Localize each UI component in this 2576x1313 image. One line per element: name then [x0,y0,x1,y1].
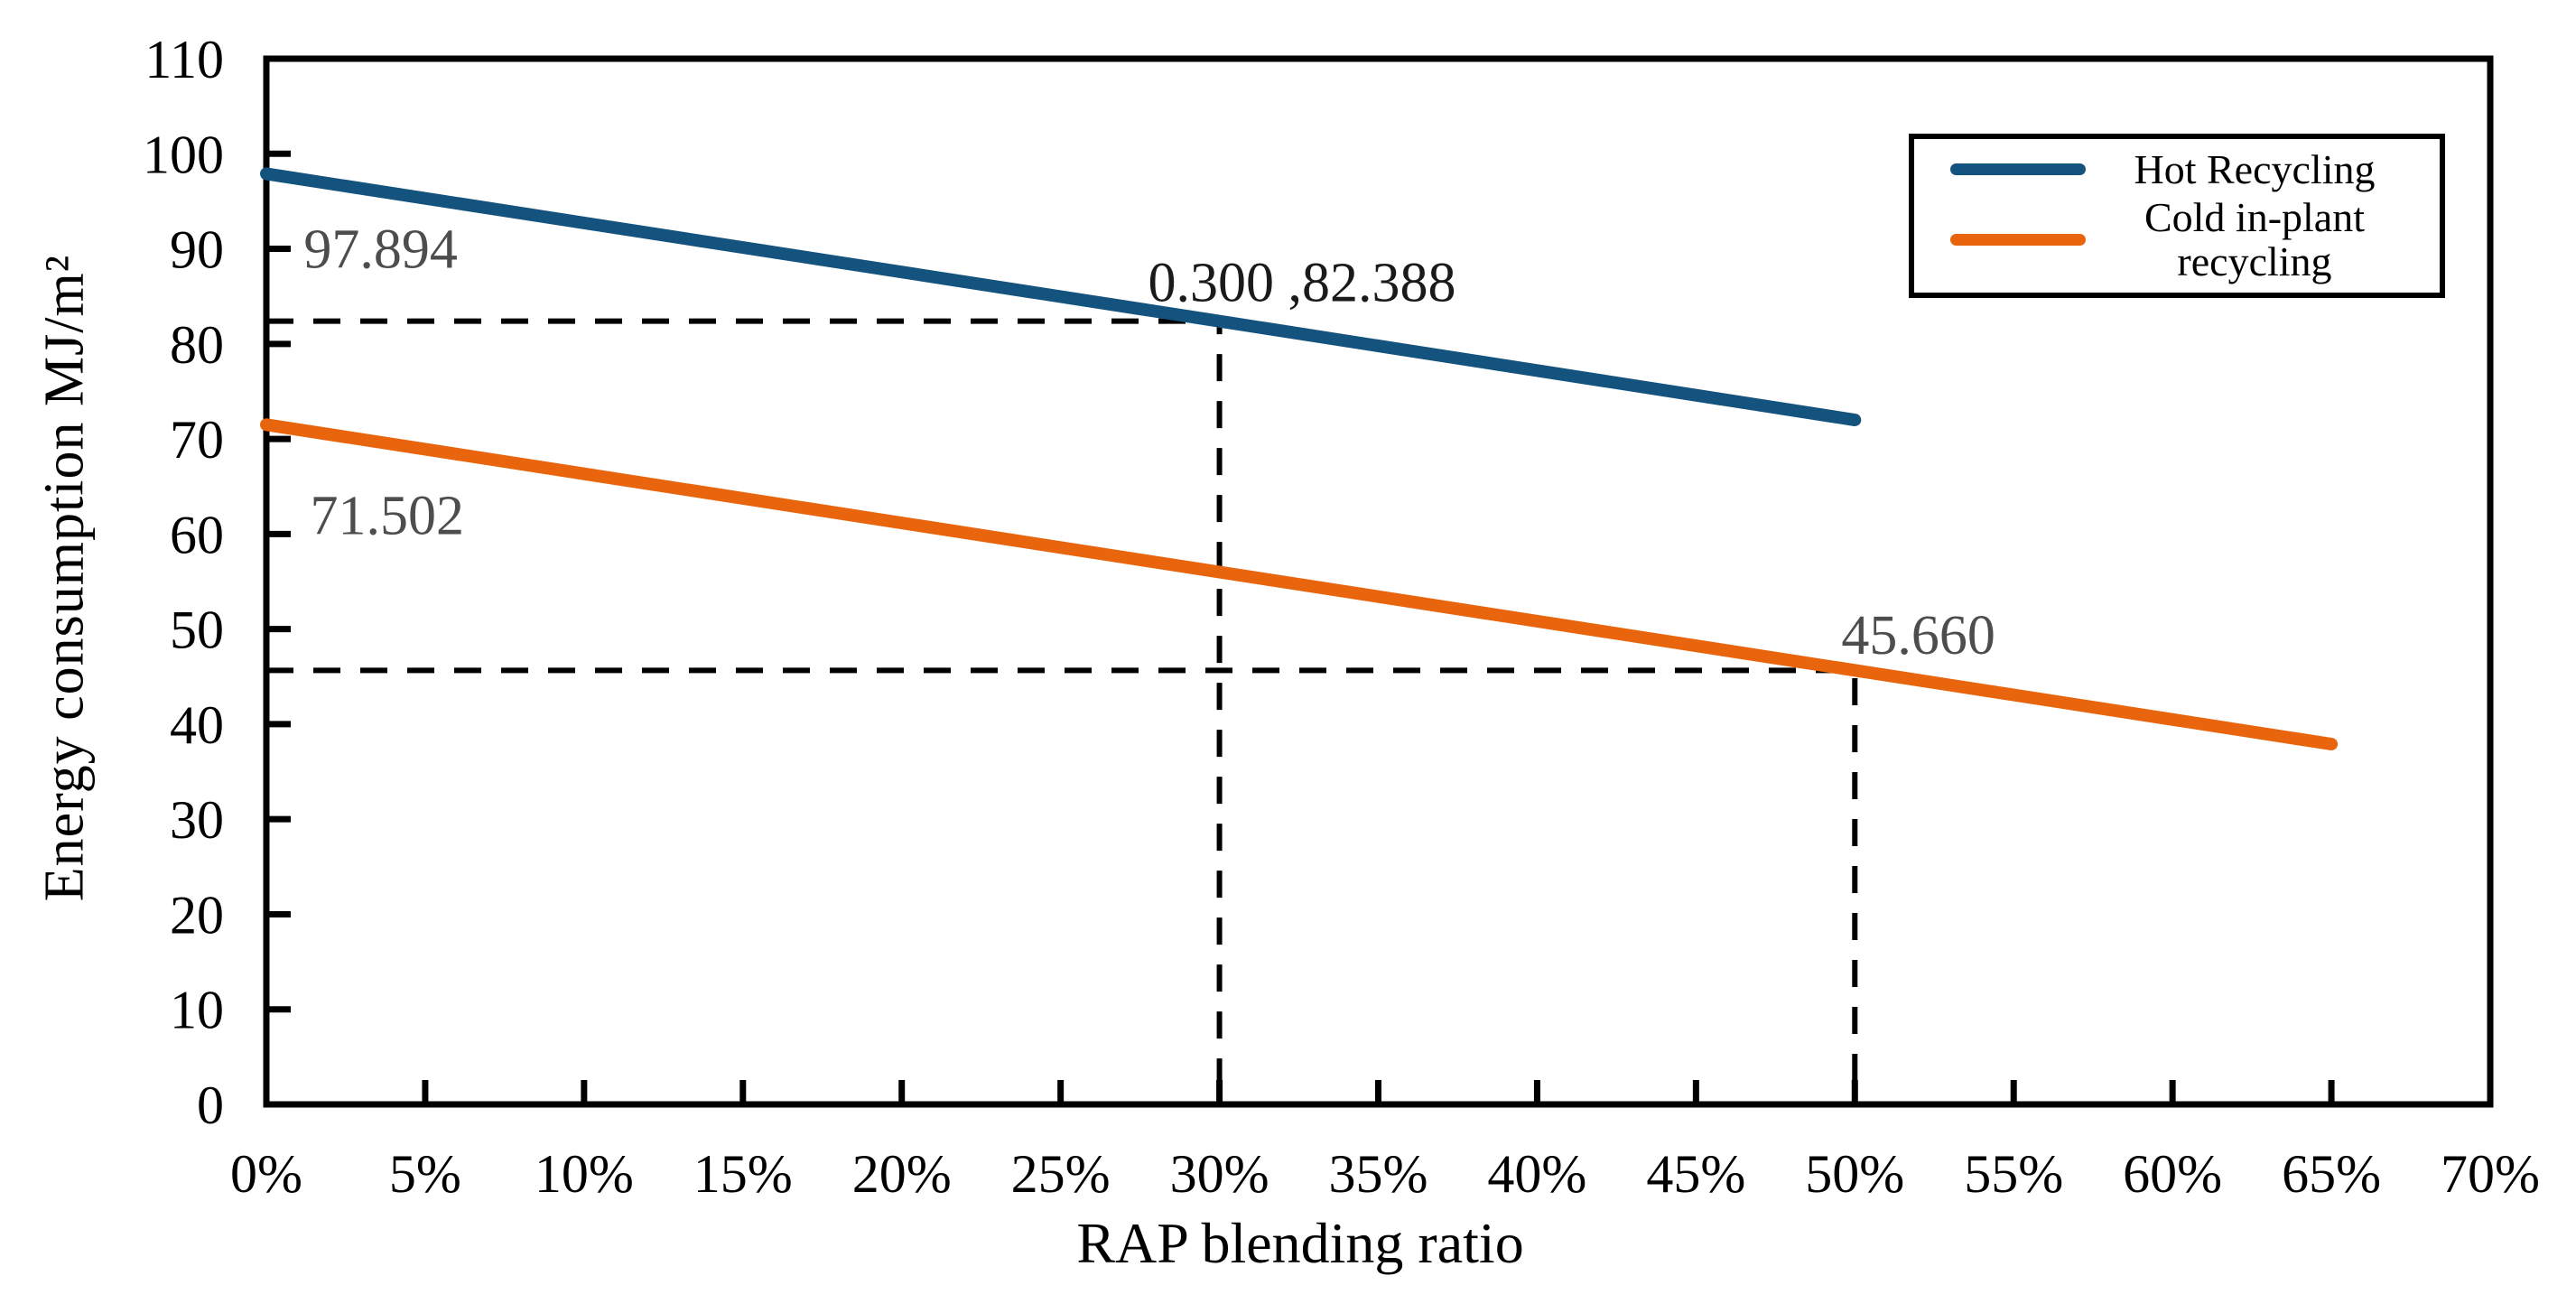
legend: Hot Recycling Cold in-plant recycling [1909,134,2445,298]
y-tick-label: 0 [197,1076,224,1135]
legend-label-hot-recycling: Hot Recycling [2134,145,2376,192]
x-tick-label: 20% [852,1144,952,1204]
cold-in-plant-recycling-line [260,418,2339,751]
y-axis-title: Energy consumption MJ/m² [33,254,96,902]
y-tick-label: 100 [143,125,224,184]
hot-recycling-line [260,167,1862,427]
x-tick-label: 15% [693,1144,793,1204]
y-tick-label: 80 [170,315,224,375]
cold-recycling-50pct-value: 45.660 [1841,605,1995,666]
hot-recycling-30pct-point: 0.300 ,82.388 [1149,252,1456,313]
x-tick-label: 60% [2123,1144,2222,1204]
plot-border [263,55,2494,1108]
cold-recycling-start-value: 71.502 [310,485,464,546]
y-tick-label: 70 [170,410,224,470]
y-tick-label: 110 [144,30,224,89]
x-tick-label: 10% [535,1144,634,1204]
y-tick-label: 90 [170,220,224,280]
legend-item-hot-recycling: Hot Recycling [1930,147,2423,192]
x-tick-label: 50% [1805,1144,1904,1204]
x-tick-label: 65% [2282,1144,2381,1204]
x-tick-label: 45% [1646,1144,1745,1204]
legend-label-cold-in-plant-recycling: Cold in-plant recycling [2144,193,2366,285]
x-tick-label: 25% [1011,1144,1111,1204]
hot-recycling-line-swatch [1950,163,2086,176]
x-tick-label: 30% [1170,1144,1269,1204]
guide-cold-recycling-50pct [266,667,1858,1104]
legend-item-cold-in-plant-recycling: Cold in-plant recycling [1930,193,2423,285]
x-tick-label: 5% [389,1144,461,1204]
y-tick-label: 20 [170,885,224,945]
x-tick-label: 70% [2441,1144,2540,1204]
hot-recycling-start-value: 97.894 [303,219,458,281]
cold-in-plant-recycling-line-swatch [1950,233,2086,246]
y-tick-label: 60 [170,505,224,564]
x-axis-title: RAP blending ratio [1076,1211,1524,1275]
guide-hot-recycling-30pct [266,318,1223,1104]
y-tick-label: 30 [170,790,224,850]
y-tick-label: 40 [170,695,224,755]
x-tick-label: 40% [1487,1144,1586,1204]
x-tick-label: 55% [1964,1144,2063,1204]
x-tick-label: 35% [1329,1144,1428,1204]
y-tick-label: 50 [170,601,224,660]
y-tick-label: 10 [170,981,224,1040]
x-tick-label: 0% [230,1144,302,1204]
